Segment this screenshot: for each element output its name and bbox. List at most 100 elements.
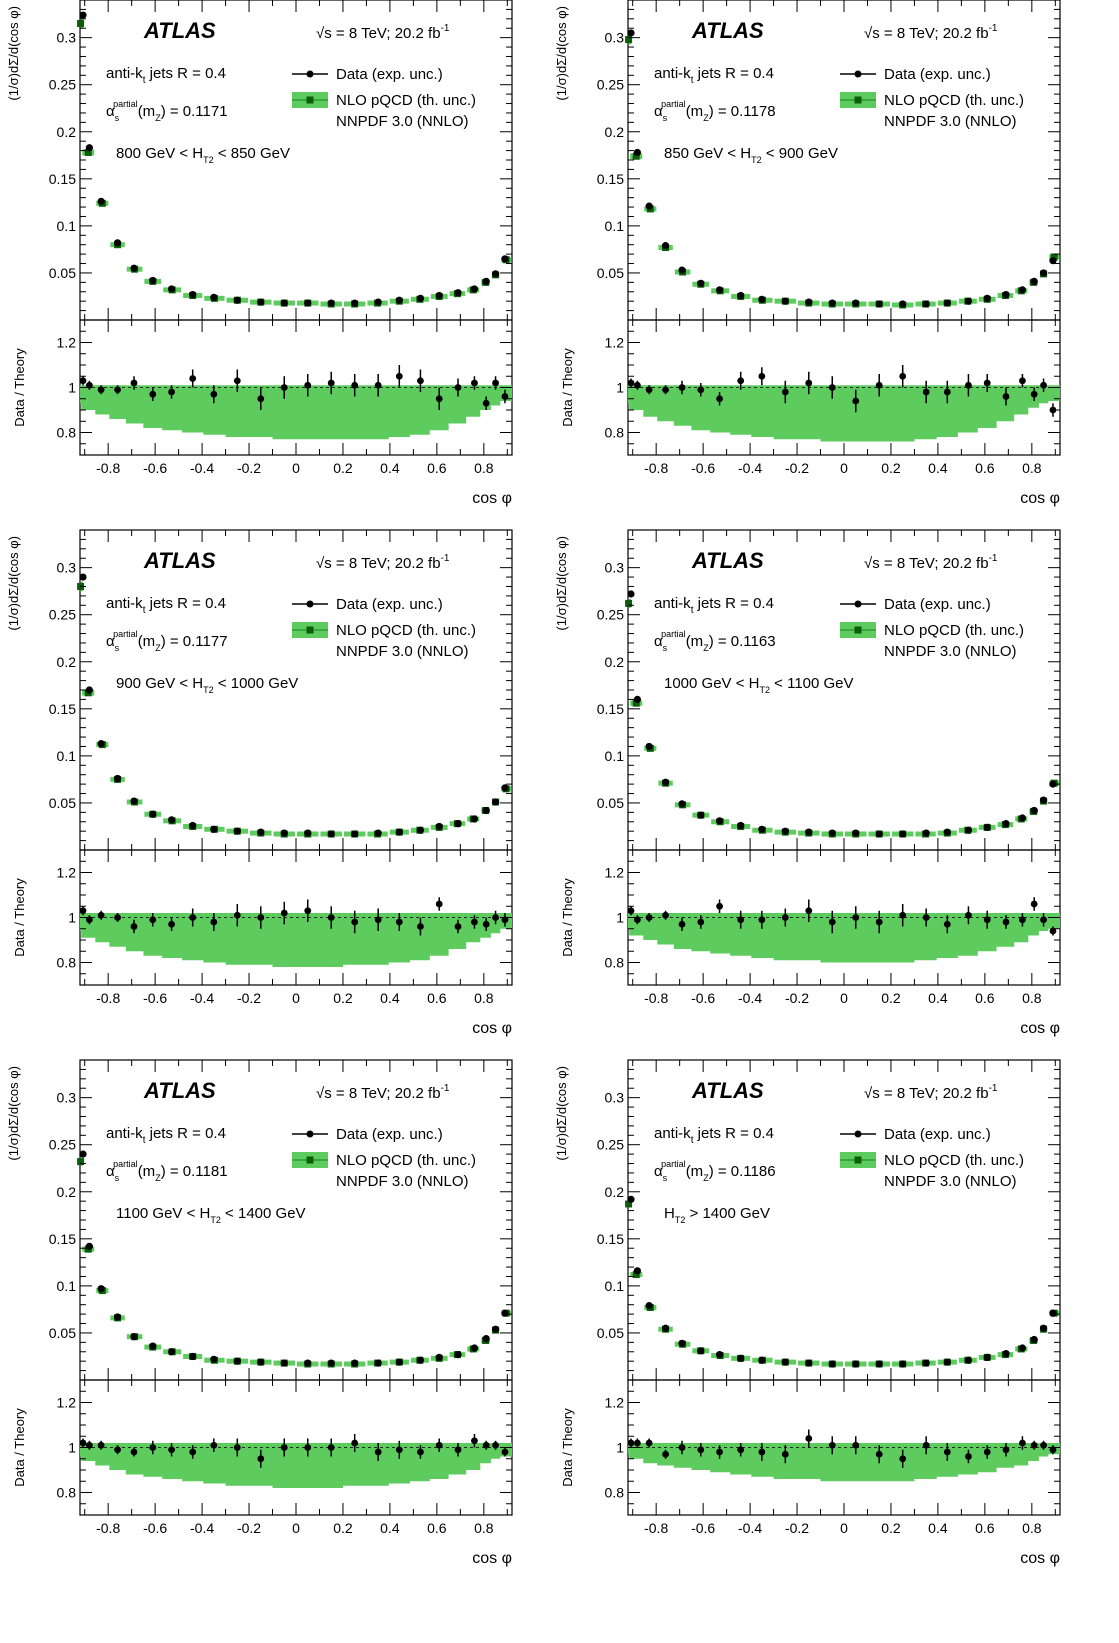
ratio-point bbox=[210, 390, 218, 398]
legend-theory-label: NLO pQCD (th. unc.) bbox=[884, 1152, 1024, 1169]
ratio-point bbox=[781, 388, 789, 396]
y-tick-label: 0.15 bbox=[49, 701, 76, 717]
ratio-point bbox=[304, 1444, 312, 1451]
x-axis-title: cos φ bbox=[1020, 1020, 1060, 1037]
ratio-point bbox=[828, 1441, 836, 1449]
ratio-point bbox=[737, 377, 745, 385]
x-tick-label: 0 bbox=[292, 990, 300, 1006]
chart-panel-6: -0.8 -0.6 -0.4 -0.2 0 0.2 0.4 0.6 0.8 0.05 0.1 0.15… bbox=[554, 1059, 1061, 1567]
y-tick-label: 0.3 bbox=[57, 1090, 77, 1106]
ratio-point bbox=[678, 920, 686, 928]
ratio-y-tick-label: 1.2 bbox=[57, 865, 77, 881]
legend-theory-marker bbox=[854, 1156, 862, 1164]
data-point bbox=[113, 1313, 122, 1321]
ht-range-label: 900 GeV < HT2 < 1000 GeV bbox=[116, 675, 298, 695]
ratio-point bbox=[965, 381, 972, 389]
ratio-y-tick-label: 1.2 bbox=[57, 1395, 77, 1411]
ratio-point bbox=[662, 386, 669, 394]
ratio-point bbox=[899, 372, 907, 380]
ratio-point bbox=[304, 381, 312, 389]
data-point bbox=[899, 1360, 907, 1368]
y-tick-label: 0.05 bbox=[597, 795, 624, 811]
ratio-y-tick-label: 0.8 bbox=[57, 1485, 77, 1501]
y-axis-title: (1/σ)dΣ/d(cos φ) bbox=[554, 536, 569, 631]
ratio-point bbox=[327, 914, 335, 921]
energy-label: √s = 8 TeV; 20.2 fb-1 bbox=[864, 553, 998, 572]
x-axis-title: cos φ bbox=[472, 490, 512, 507]
data-point bbox=[491, 270, 500, 278]
x-tick-label: -0.4 bbox=[738, 1520, 762, 1536]
data-point bbox=[697, 811, 705, 819]
data-point bbox=[875, 300, 883, 308]
data-point bbox=[1018, 286, 1027, 294]
ratio-axis-title: Data / Theory bbox=[12, 878, 27, 957]
ratio-point bbox=[633, 1439, 641, 1447]
ratio-point bbox=[210, 918, 218, 926]
ratio-point bbox=[716, 902, 723, 910]
data-point bbox=[627, 590, 635, 598]
atlas-label: ATLAS bbox=[691, 1078, 764, 1103]
ratio-point bbox=[627, 907, 635, 915]
alpha-label: αspartial(mZ) = 0.1177 bbox=[106, 629, 228, 653]
theory-marker bbox=[625, 599, 633, 607]
theory-marker bbox=[84, 148, 92, 156]
ratio-point bbox=[482, 1441, 490, 1449]
data-point bbox=[1049, 257, 1057, 265]
data-point bbox=[983, 294, 991, 302]
data-point bbox=[454, 1350, 462, 1359]
ratio-point bbox=[471, 1437, 478, 1445]
y-tick-label: 0.3 bbox=[605, 30, 625, 46]
ratio-point bbox=[114, 386, 121, 394]
x-tick-label: -0.6 bbox=[691, 460, 715, 476]
data-point bbox=[633, 1267, 641, 1275]
ratio-point bbox=[374, 916, 382, 924]
ratio-point bbox=[257, 395, 265, 403]
data-point bbox=[964, 297, 973, 305]
data-point bbox=[661, 778, 670, 786]
ratio-point bbox=[233, 377, 241, 385]
ratio-point bbox=[1049, 406, 1057, 414]
y-tick-label: 0.25 bbox=[49, 607, 76, 623]
ratio-point bbox=[805, 379, 813, 387]
data-point bbox=[805, 1359, 813, 1367]
ratio-point bbox=[130, 923, 138, 930]
ratio-y-tick-label: 1.2 bbox=[57, 335, 77, 351]
ratio-axis-title: Data / Theory bbox=[560, 878, 575, 957]
ratio-point bbox=[501, 916, 509, 924]
x-tick-label: 0.4 bbox=[380, 1520, 400, 1536]
data-point bbox=[210, 1355, 218, 1363]
ratio-uncertainty-band bbox=[80, 1443, 512, 1488]
ratio-point bbox=[1030, 390, 1038, 398]
ratio-axis-title: Data / Theory bbox=[560, 1408, 575, 1487]
data-point bbox=[85, 686, 93, 694]
data-point bbox=[130, 1333, 138, 1341]
data-point bbox=[828, 299, 836, 307]
ratio-point bbox=[79, 1439, 87, 1447]
data-point bbox=[758, 1356, 766, 1364]
y-tick-label: 0.1 bbox=[57, 748, 77, 764]
ratio-point bbox=[922, 388, 930, 396]
data-point bbox=[435, 822, 443, 831]
ratio-point bbox=[435, 1441, 443, 1449]
y-tick-label: 0.2 bbox=[57, 124, 77, 140]
ratio-point bbox=[304, 907, 312, 915]
data-point bbox=[805, 828, 813, 836]
x-tick-label: 0 bbox=[840, 990, 848, 1006]
ratio-y-tick-label: 0.8 bbox=[605, 1485, 625, 1501]
theory-marker bbox=[632, 699, 640, 707]
ratio-point bbox=[899, 911, 907, 919]
ratio-point bbox=[697, 386, 705, 394]
y-tick-label: 0.15 bbox=[597, 1231, 624, 1247]
legend-theory-label: NLO pQCD (th. unc.) bbox=[884, 92, 1024, 109]
data-point bbox=[697, 1347, 705, 1355]
ratio-point bbox=[417, 923, 424, 930]
x-axis-title: cos φ bbox=[472, 1550, 512, 1567]
data-point bbox=[737, 291, 745, 300]
y-tick-label: 0.2 bbox=[57, 654, 77, 670]
ratio-point bbox=[678, 1444, 686, 1451]
y-tick-label: 0.1 bbox=[605, 218, 625, 234]
chart-panel-3: -0.8 -0.6 -0.4 -0.2 0 0.2 0.4 0.6 0.8 0.05 0.1 0.15… bbox=[6, 529, 513, 1037]
ratio-point bbox=[168, 1446, 175, 1454]
legend-theory-label: NLO pQCD (th. unc.) bbox=[884, 622, 1024, 639]
x-tick-label: -0.2 bbox=[785, 990, 809, 1006]
